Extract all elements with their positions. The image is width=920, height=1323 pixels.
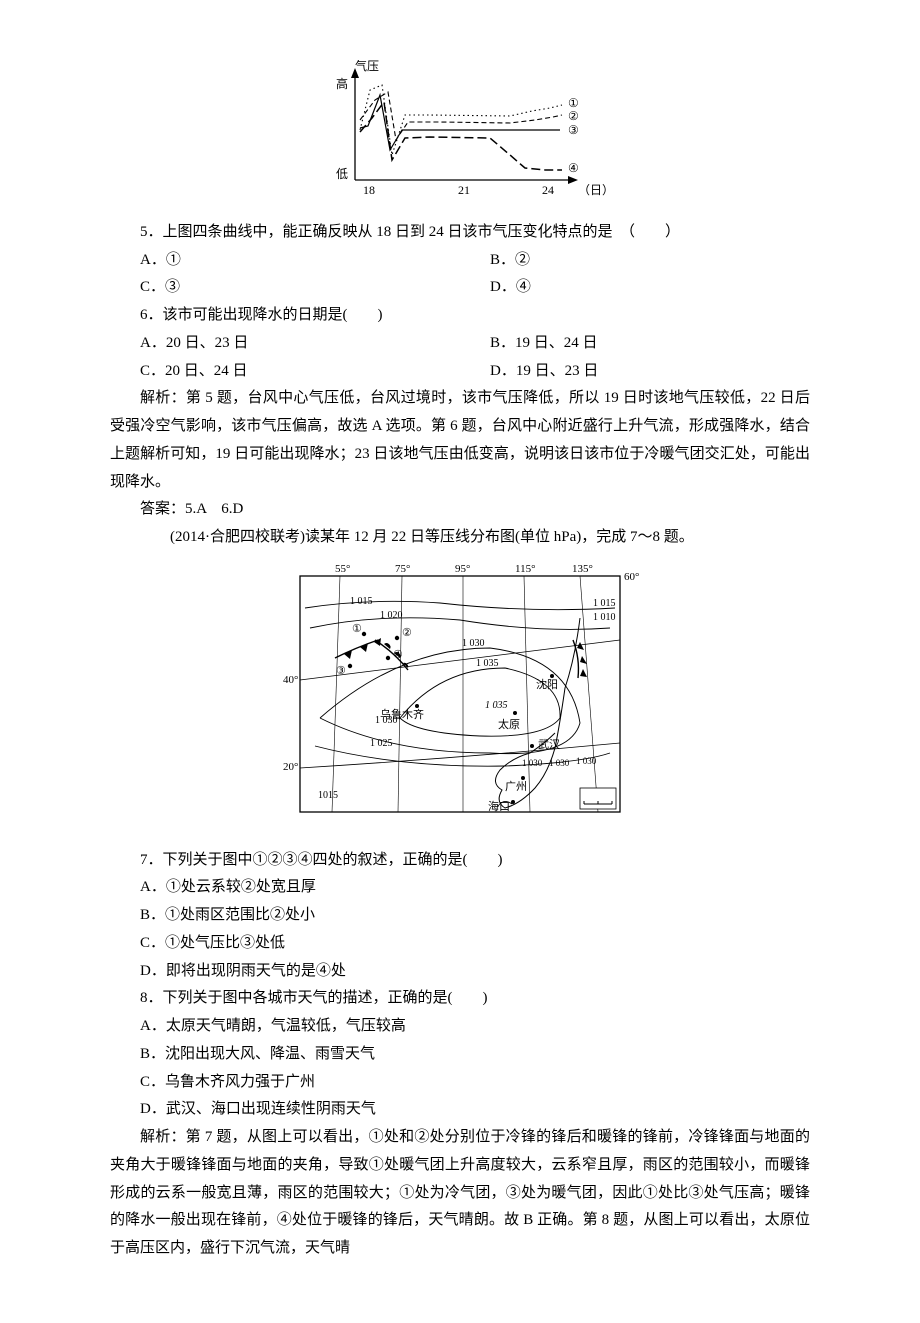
- q5-opt-c: C．③: [110, 274, 490, 302]
- lon-135: 135°: [572, 563, 593, 575]
- lon-75: 75°: [395, 563, 410, 575]
- explanation-7-8: 解析：第 7 题，从图上可以看出，①处和②处分别位于冷锋的锋后和暖锋的锋前，冷锋…: [110, 1124, 810, 1263]
- iso-1030e: 1 030: [576, 756, 597, 766]
- series-2-label: ②: [568, 109, 579, 123]
- q8-opt-a: A．太原天气晴朗，气温较低，气压较高: [110, 1013, 810, 1041]
- city-wuhan: 武汉: [538, 738, 560, 751]
- explanation-5-6: 解析：第 5 题，台风中心气压低，台风过境时，该市气压降低，所以 19 日时该地…: [110, 385, 810, 496]
- q6-opt-d: D．19 日、23 日: [490, 358, 840, 386]
- city-guangzhou: 广州: [505, 780, 527, 793]
- q7-opt-c: C．①处气压比③处低: [110, 930, 810, 958]
- series-1-label: ①: [568, 96, 579, 110]
- iso-1010: 1 010: [593, 612, 616, 623]
- y-high: 高: [336, 76, 348, 91]
- iso-1030c: 1 030: [522, 758, 543, 768]
- lon-115: 115°: [515, 563, 536, 575]
- answer-5-6: 答案：5.A 6.D: [110, 496, 810, 524]
- y-axis-label: 气压: [355, 60, 379, 73]
- q7-opt-b: B．①处雨区范围比②处小: [110, 902, 810, 930]
- pt-1: ①: [352, 623, 362, 635]
- q6-num: 6．: [140, 307, 163, 323]
- lead-7-8: (2014·合肥四校联考)读某年 12 月 22 日等压线分布图(单位 hPa)…: [110, 524, 810, 552]
- iso-1035b: 1 035: [485, 700, 508, 711]
- q8-stem: 8．下列关于图中各城市天气的描述，正确的是( ): [110, 985, 810, 1013]
- pt-3: ③: [336, 665, 346, 677]
- q6-opt-b: B．19 日、24 日: [490, 330, 840, 358]
- iso-1020: 1 020: [380, 610, 403, 621]
- q7-opt-d: D．即将出现阴雨天气的是④处: [110, 958, 810, 986]
- x-axis-label: （日）: [578, 183, 610, 197]
- iso-1015c: 1015: [318, 790, 338, 801]
- lat-60: 60°: [624, 571, 639, 583]
- iso-1030d: 1 030: [549, 758, 570, 768]
- q5-opt-a: A．①: [110, 247, 490, 275]
- lat-20: 20°: [283, 761, 298, 773]
- q5-stem: 5．上图四条曲线中，能正确反映从 18 日到 24 日该市气压变化特点的是 （ …: [110, 219, 810, 247]
- city-shenyang: 沈阳: [536, 677, 558, 691]
- city-taiyuan: 太原: [498, 718, 520, 731]
- q5-opt-d: D．④: [490, 274, 840, 302]
- iso-1025: 1 025: [370, 738, 393, 749]
- y-low: 低: [336, 167, 348, 181]
- series-4-label: ④: [568, 161, 579, 175]
- q7-stem: 7．下列关于图中①②③④四处的叙述，正确的是( ): [110, 847, 810, 875]
- q8-num: 8．: [140, 990, 163, 1006]
- q5-num: 5．: [140, 224, 163, 240]
- iso-1015b: 1 015: [593, 598, 616, 609]
- lon-55: 55°: [335, 563, 350, 575]
- city-urumqi: 乌鲁木齐: [380, 707, 424, 721]
- lat-40: 40°: [283, 674, 298, 686]
- q6-opt-a: A．20 日、23 日: [110, 330, 490, 358]
- pressure-map: 55° 75° 95° 115° 135° 60° 40° 20° 1 015 …: [110, 558, 810, 839]
- q7-opt-a: A．①处云系较②处宽且厚: [110, 874, 810, 902]
- pressure-chart: 气压 高 低 18 21 24 （日） ① ② ③ ④: [110, 60, 810, 211]
- iso-1035a: 1 035: [476, 658, 499, 669]
- q6-stem: 6．该市可能出现降水的日期是( ): [110, 302, 810, 330]
- q8-opt-d: D．武汉、海口出现连续性阴雨天气: [110, 1096, 810, 1124]
- xtick-24: 24: [542, 183, 554, 197]
- city-haikou: 海口: [488, 799, 510, 813]
- pt-2: ②: [402, 627, 412, 639]
- q8-opt-b: B．沈阳出现大风、降温、雨雪天气: [110, 1041, 810, 1069]
- q8-opt-c: C．乌鲁木齐风力强于广州: [110, 1069, 810, 1097]
- xtick-21: 21: [458, 183, 470, 197]
- q5-opt-b: B．②: [490, 247, 840, 275]
- xtick-18: 18: [363, 183, 375, 197]
- iso-1015a: 1 015: [350, 596, 373, 607]
- q6-opt-c: C．20 日、24 日: [110, 358, 490, 386]
- lon-95: 95°: [455, 563, 470, 575]
- series-3-label: ③: [568, 123, 579, 137]
- pt-4: ④: [393, 649, 403, 661]
- q7-num: 7．: [140, 852, 163, 868]
- iso-1030a: 1 030: [462, 638, 485, 649]
